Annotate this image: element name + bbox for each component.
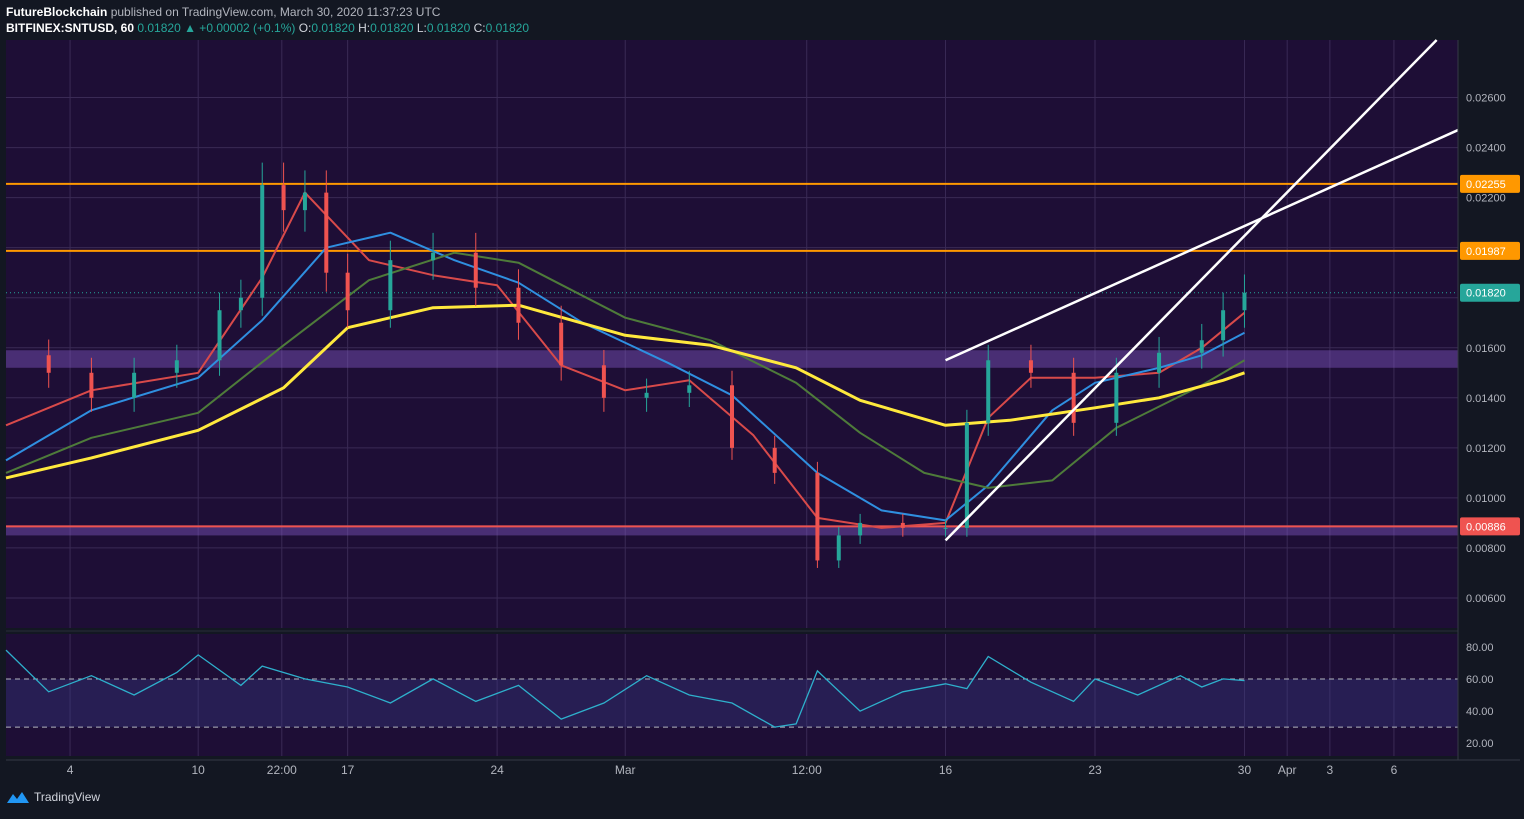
candle-body — [1242, 292, 1247, 311]
candle-body — [559, 322, 564, 366]
x-tick-label: 4 — [67, 763, 74, 777]
x-tick-label: 12:00 — [792, 763, 822, 777]
last-price: 0.01820 — [137, 21, 181, 35]
price-level-label: 0.00886 — [1466, 521, 1506, 533]
candle-body — [324, 192, 329, 273]
y-tick-label: 0.00600 — [1466, 593, 1506, 605]
candle-body — [345, 272, 350, 311]
candle-body — [431, 252, 436, 261]
rsi-tick-label: 60.00 — [1466, 674, 1494, 686]
open-value: 0.01820 — [311, 21, 355, 35]
candle-body — [943, 527, 948, 529]
candle-body — [260, 185, 265, 298]
candle-body — [772, 447, 777, 473]
x-tick-label: 23 — [1088, 763, 1102, 777]
candle-body — [601, 365, 606, 398]
x-tick-label: 24 — [490, 763, 504, 777]
price-change: ▲ +0.00002 (+0.1%) — [184, 21, 296, 35]
candle-body — [815, 472, 820, 561]
candle-body — [1199, 340, 1204, 353]
price-level-label: 0.01820 — [1466, 288, 1506, 300]
candle-body — [217, 310, 222, 361]
rsi-tick-label: 80.00 — [1466, 642, 1494, 654]
high-value: 0.01820 — [370, 21, 414, 35]
candle-body — [174, 360, 179, 373]
x-tick-label: 17 — [341, 763, 355, 777]
candle-body — [46, 355, 51, 373]
candle-body — [238, 297, 243, 311]
price-level-tag — [1460, 241, 1520, 260]
candle-body — [986, 360, 991, 423]
candle-body — [132, 372, 137, 398]
x-tick-label: Mar — [615, 763, 636, 777]
y-tick-label: 0.01400 — [1466, 393, 1506, 405]
x-tick-label: 10 — [191, 763, 205, 777]
rsi-line — [5, 649, 1245, 728]
candle-body — [388, 260, 393, 311]
high-label: H: — [358, 21, 371, 35]
price-level-tag — [1460, 283, 1520, 302]
support-zone — [6, 525, 1458, 536]
published-text: published on TradingView.com, March 30, … — [110, 5, 441, 19]
footer: TradingView — [6, 790, 100, 804]
x-tick-label: 6 — [1391, 763, 1398, 777]
support-zone — [6, 350, 1458, 368]
ema-blue-line — [5, 231, 1245, 522]
tradingview-logo-icon[interactable] — [6, 790, 30, 804]
candle-body — [687, 385, 692, 393]
candle-body — [1028, 360, 1033, 373]
candle-body — [516, 287, 521, 323]
footer-brand[interactable]: TradingView — [34, 790, 101, 804]
rsi-tick-label: 20.00 — [1466, 738, 1494, 750]
candle-body — [1071, 372, 1076, 423]
ema-green-line — [5, 251, 1246, 489]
close-label: C: — [473, 21, 486, 35]
candle-body — [89, 372, 94, 398]
x-tick-label: 30 — [1238, 763, 1252, 777]
x-tick-label: 3 — [1327, 763, 1334, 777]
rsi-pane-background — [6, 634, 1458, 756]
close-value: 0.01820 — [485, 21, 529, 35]
candle-body — [858, 522, 863, 536]
price-level-tag — [1460, 517, 1520, 536]
trendline — [944, 39, 1438, 542]
y-tick-label: 0.00800 — [1466, 543, 1506, 555]
y-tick-label: 0.01000 — [1466, 493, 1506, 505]
candle-body — [900, 522, 905, 528]
price-level-label: 0.02255 — [1466, 179, 1506, 191]
y-tick-label: 0.02400 — [1466, 143, 1506, 155]
candle-body — [473, 252, 478, 288]
publisher-name[interactable]: FutureBlockchain — [6, 5, 108, 19]
candle-body — [730, 385, 734, 448]
publish-line: FutureBlockchain published on TradingVie… — [6, 4, 529, 20]
price-level-tag — [1460, 174, 1520, 193]
ohlc-line: BITFINEX:SNTUSD, 60 0.01820 ▲ +0.00002 (… — [6, 20, 529, 36]
candle-body — [836, 535, 841, 561]
chart-header: FutureBlockchain published on TradingVie… — [6, 4, 529, 36]
candle-body — [1157, 352, 1162, 373]
candle-body — [281, 185, 286, 211]
y-tick-label: 0.01200 — [1466, 443, 1506, 455]
candle-body — [964, 422, 969, 528]
y-tick-label: 0.02200 — [1466, 193, 1506, 205]
x-tick-label: Apr — [1278, 763, 1297, 777]
price-level-label: 0.01987 — [1466, 246, 1506, 258]
low-value: 0.01820 — [426, 21, 471, 35]
trendline — [945, 128, 1459, 362]
rsi-tick-label: 40.00 — [1466, 706, 1494, 718]
y-tick-label: 0.02600 — [1466, 93, 1506, 105]
y-tick-label: 0.01600 — [1466, 343, 1506, 355]
open-label: O: — [298, 21, 312, 35]
candle-body — [1114, 372, 1119, 423]
x-tick-label: 22:00 — [267, 763, 297, 777]
candle-body — [1221, 310, 1226, 341]
candle-body — [644, 392, 649, 398]
candle-body — [302, 192, 307, 211]
low-label: L: — [416, 21, 427, 35]
symbol-label[interactable]: BITFINEX:SNTUSD, 60 — [6, 21, 135, 35]
x-tick-label: 16 — [939, 763, 953, 777]
